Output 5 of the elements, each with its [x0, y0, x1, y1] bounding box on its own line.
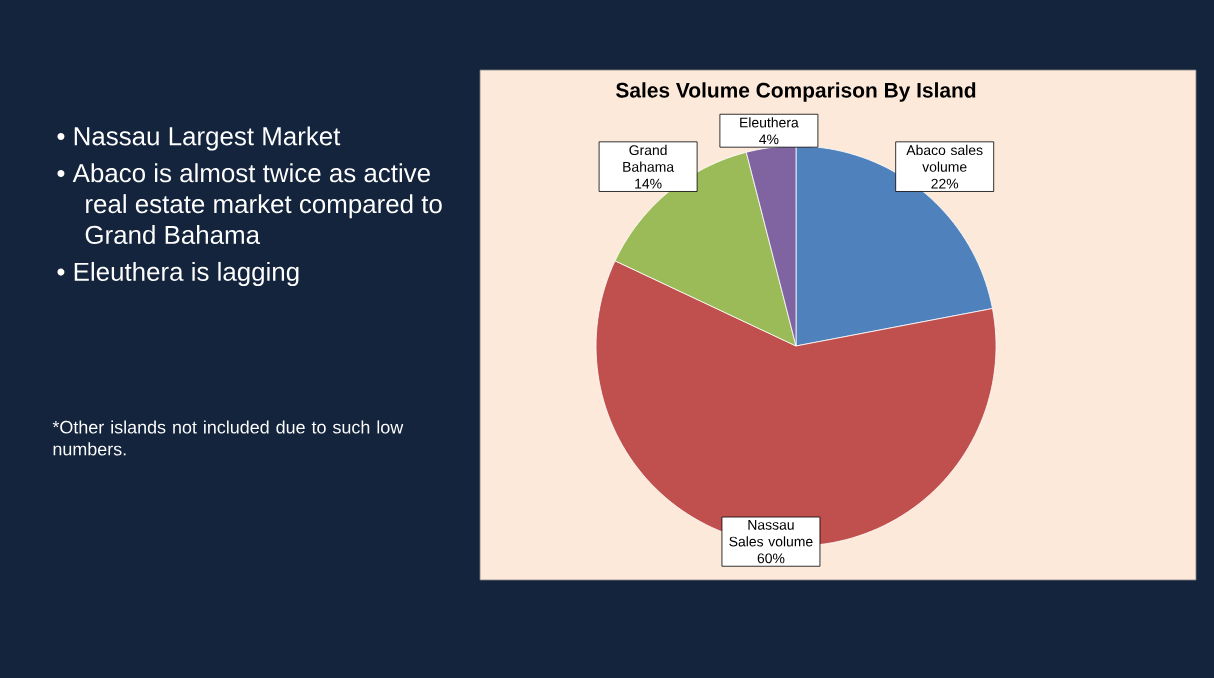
text: • Nassau Largest Market	[57, 126, 341, 151]
text: • Eleuthera is lagging	[57, 261, 299, 287]
text: *Other islands not included due to such low numbers.	[52, 420, 404, 456]
text: • Abaco is almost twice as active real estate market compared to Grand Bahama	[57, 163, 442, 245]
chart-title: Sales Volume Comparison By Island	[616, 82, 976, 102]
